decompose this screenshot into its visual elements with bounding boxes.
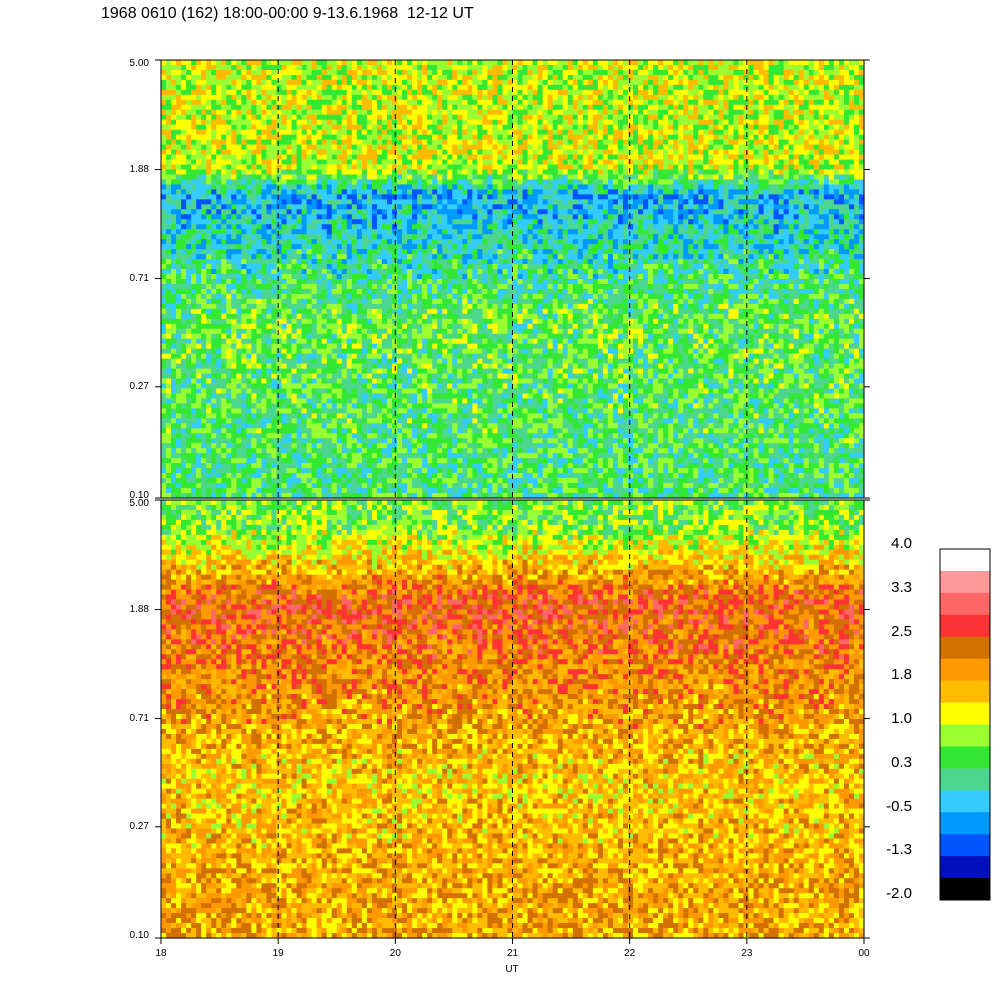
colorbar-swatch <box>940 746 990 769</box>
colorbar-label: -1.3 <box>862 841 912 858</box>
x-axis-title: UT <box>497 964 527 975</box>
colorbar-swatch <box>940 592 990 616</box>
colorbar-label: 1.0 <box>862 710 912 727</box>
x-tick-label: 23 <box>732 948 762 959</box>
colorbar-label: -0.5 <box>862 798 912 815</box>
colorbar-swatch <box>940 549 990 572</box>
colorbar-swatch <box>940 614 990 638</box>
y-tick-label: 0.71 <box>109 273 149 284</box>
x-tick-label: 22 <box>615 948 645 959</box>
colorbar-swatch <box>940 834 990 857</box>
colorbar-label: 2.5 <box>862 623 912 640</box>
colorbar <box>939 548 991 901</box>
colorbar-swatch <box>940 790 990 813</box>
y-tick-label: 5.00 <box>109 58 149 69</box>
colorbar-label: 1.8 <box>862 666 912 683</box>
colorbar-swatch <box>940 768 990 791</box>
chart-title: 1968 0610 (162) 18:00-00:00 9-13.6.1968 … <box>101 5 474 23</box>
panel-lower-heatmap <box>161 500 865 939</box>
y-tick-label: 0.71 <box>109 713 149 724</box>
x-tick-label: 00 <box>849 948 879 959</box>
colorbar-frame <box>939 548 991 901</box>
colorbar-swatch <box>940 856 990 879</box>
colorbar-swatch <box>940 812 990 835</box>
colorbar-swatch <box>940 636 990 660</box>
y-tick-label: 5.00 <box>109 498 149 509</box>
colorbar-label: 0.3 <box>862 754 912 771</box>
colorbar-swatch <box>940 680 990 704</box>
x-tick-label: 19 <box>263 948 293 959</box>
colorbar-swatch <box>940 658 990 682</box>
panel-upper-heatmap <box>161 60 865 499</box>
colorbar-label: 4.0 <box>862 535 912 552</box>
y-tick-label: 0.27 <box>109 821 149 832</box>
x-tick-label: 20 <box>380 948 410 959</box>
y-tick-label: 0.10 <box>109 490 149 501</box>
y-tick-label: 0.10 <box>109 930 149 941</box>
y-tick-label: 0.27 <box>109 381 149 392</box>
x-tick-label: 18 <box>146 948 176 959</box>
colorbar-swatch <box>940 702 990 725</box>
colorbar-swatch <box>940 724 990 747</box>
x-tick-label: 21 <box>498 948 528 959</box>
colorbar-label: -2.0 <box>862 885 912 902</box>
y-tick-label: 1.88 <box>109 164 149 175</box>
colorbar-swatch <box>940 570 990 594</box>
colorbar-swatch <box>940 878 990 901</box>
y-tick-label: 1.88 <box>109 604 149 615</box>
colorbar-label: 3.3 <box>862 579 912 596</box>
